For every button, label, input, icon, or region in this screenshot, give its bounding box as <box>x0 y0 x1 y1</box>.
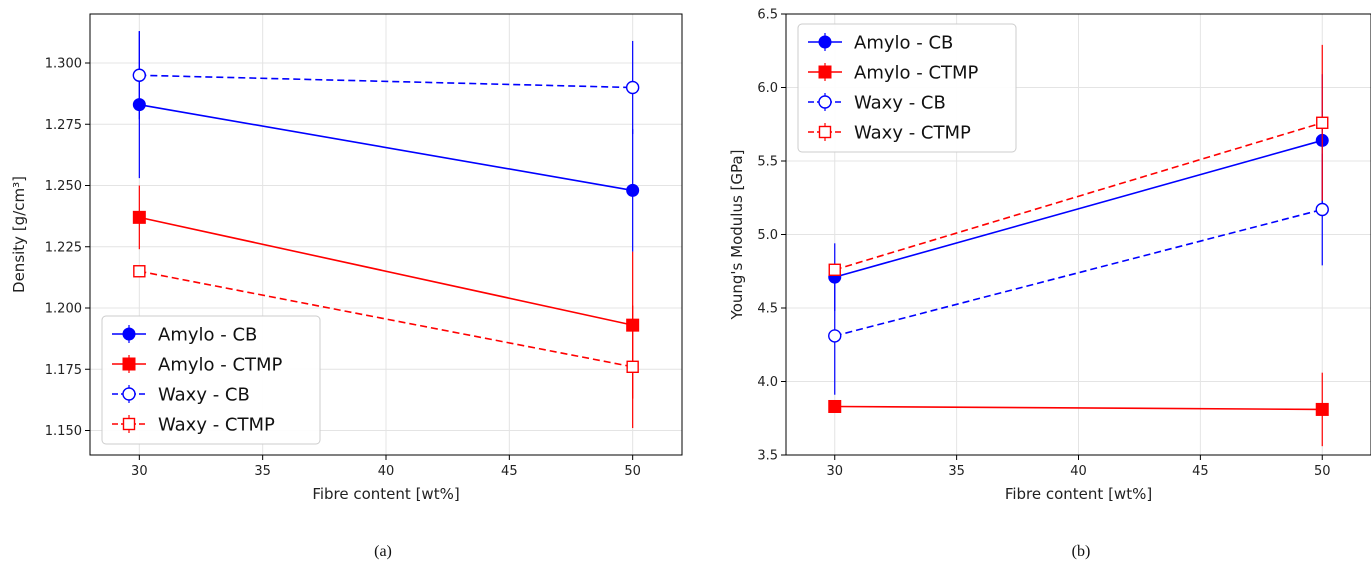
panel-b-ylabel: Young's Modulus [GPa] <box>728 150 746 321</box>
panel-b-ytick-label-4: 5.5 <box>757 155 778 170</box>
panel-b-series-2-line <box>834 208 1323 337</box>
panel-a-ytick-label-1: 1.175 <box>45 363 82 378</box>
panel-a-legend-label-0: Amylo - CB <box>158 325 257 346</box>
panel-b-legend-label-0: Amylo - CB <box>854 33 953 54</box>
panel-a-legend-marker-1 <box>122 357 136 371</box>
panel-a-xtick-label-4: 50 <box>624 464 641 479</box>
panel-b-series-3-line <box>834 122 1323 271</box>
panel-b-series-2-point-0 <box>828 329 842 343</box>
panel-b-series-2-point-1 <box>1315 202 1329 217</box>
panel-a-series-3-point-0 <box>133 265 146 278</box>
panel-a-legend-label-3: Waxy - CTMP <box>158 415 275 436</box>
panel-b-series-1-line <box>834 405 1323 411</box>
panel-a-ytick-label-4: 1.250 <box>45 179 82 194</box>
panel-a-ytick-label-2: 1.200 <box>45 302 82 317</box>
panel-a-legend-label-2: Waxy - CB <box>158 385 250 406</box>
panel-b-caption: (b) <box>1072 543 1091 560</box>
panel-a-series-0-line <box>139 103 633 192</box>
panel-a-legend-marker-3 <box>122 417 136 431</box>
panel-a-series-1-point-0 <box>132 210 146 224</box>
panel-a-series-2-point-1 <box>625 80 640 95</box>
panel-a-xtick-label-2: 40 <box>378 464 395 479</box>
panel-b-xtick-label-4: 50 <box>1314 464 1331 479</box>
panel-a-legend-marker-2 <box>122 387 136 401</box>
panel-a-legend-label-1: Amylo - CTMP <box>158 355 283 376</box>
panel-a-legend-marker-0 <box>122 327 136 341</box>
panel-b-legend-label-3: Waxy - CTMP <box>854 123 971 144</box>
panel-a-legend-box <box>101 315 321 445</box>
panel-b-xtick-label-2: 40 <box>1070 464 1087 479</box>
panel-a-xtick-label-3: 45 <box>501 464 518 479</box>
panel-b-legend-label-1: Amylo - CTMP <box>854 63 979 84</box>
panel-a-ytick-label-5: 1.275 <box>45 118 82 133</box>
panel-b-legend-marker-2 <box>818 95 832 109</box>
panel-b-legend-marker-0 <box>818 35 832 49</box>
panel-a-series-1-line <box>139 216 633 326</box>
panel-a-series-2-point-0 <box>132 68 147 82</box>
panel-b-series-3-point-1 <box>1316 116 1329 129</box>
panel-b-series-3-point-0 <box>828 263 841 276</box>
chart-panel-a: 30 35 40 45 50 1.150 1.175 1.200 1.225 1.250 1.275… <box>10 13 683 503</box>
panel-a-series-2-line <box>139 74 633 89</box>
panel-b-ytick-label-0: 3.5 <box>757 449 778 464</box>
panel-b-legend-label-2: Waxy - CB <box>854 93 946 114</box>
panel-a-ytick-label-0: 1.150 <box>45 424 82 439</box>
panel-b-legend-box <box>797 23 1017 153</box>
panel-a-ytick-label-6: 1.300 <box>45 57 82 72</box>
chart-panel-b: 30 35 40 45 50 3.5 4.0 4.5 5.0 5.5 6.0 6.5 Fibre con… <box>728 8 1371 503</box>
panel-b-ytick-label-6: 6.5 <box>757 8 778 23</box>
panel-b-xtick-label-3: 45 <box>1192 464 1209 479</box>
panel-b-xtick-label-1: 35 <box>948 464 965 479</box>
panel-b-series-1-point-0 <box>828 399 842 413</box>
panel-a-xtick-label-0: 30 <box>131 464 148 479</box>
panel-b-ytick-label-3: 5.0 <box>757 228 778 243</box>
panel-b-legend-marker-3 <box>818 125 832 139</box>
panel-b-ytick-label-2: 4.5 <box>757 302 778 317</box>
panel-a-ylabel: Density [g/cm³] <box>10 176 28 293</box>
panel-b-xtick-label-0: 30 <box>826 464 843 479</box>
panel-b-series-0-line <box>834 139 1323 278</box>
panel-b-xlabel: Fibre content [wt%] <box>1005 485 1152 503</box>
panel-b-legend-marker-1 <box>818 65 832 79</box>
panel-a-series-3-point-1 <box>626 360 639 373</box>
panel-a-caption: (a) <box>374 543 392 560</box>
panel-a-series-3-line <box>139 270 633 368</box>
panel-b-ytick-label-5: 6.0 <box>757 81 778 96</box>
panel-a-series-0-point-1 <box>626 183 640 197</box>
panel-a-xlabel: Fibre content [wt%] <box>312 485 459 503</box>
panel-a-ytick-label-3: 1.225 <box>45 240 82 255</box>
panel-b-series-1-point-1 <box>1315 402 1329 416</box>
panel-a-xtick-label-1: 35 <box>254 464 271 479</box>
panel-b-ytick-label-1: 4.0 <box>757 375 778 390</box>
